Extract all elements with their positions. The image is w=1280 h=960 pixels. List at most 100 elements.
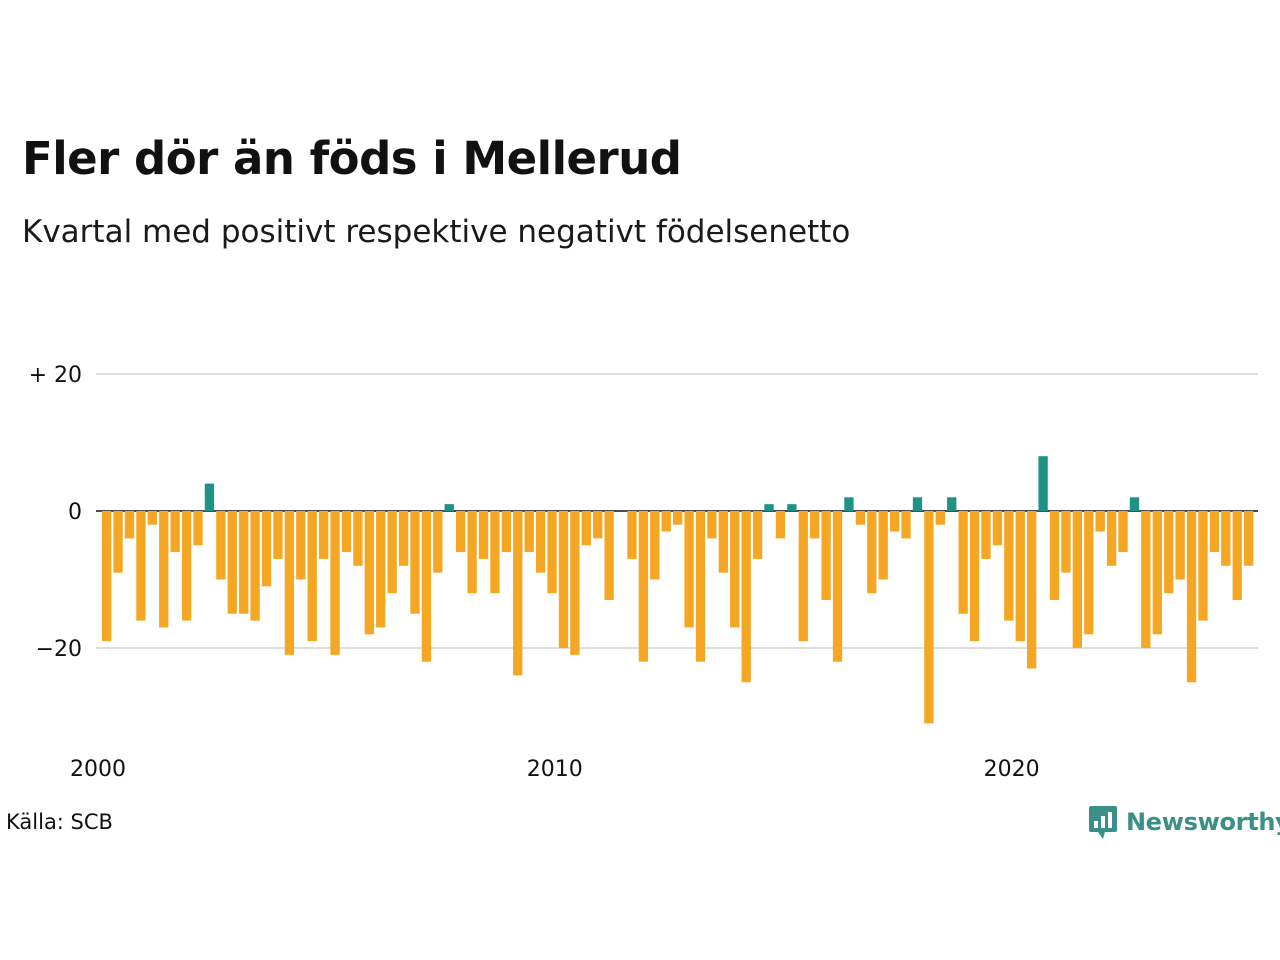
bar-positive	[1038, 456, 1048, 511]
y-tick-label: −20	[36, 637, 82, 662]
bar-negative	[958, 511, 968, 614]
bar-negative	[832, 511, 843, 662]
bar-negative	[147, 511, 157, 525]
bar-negative	[1027, 511, 1037, 669]
bar-negative	[924, 511, 934, 724]
bar-negative	[501, 511, 511, 553]
bar-negative	[353, 511, 363, 566]
bar-negative	[1221, 511, 1231, 566]
x-tick-label: 2010	[527, 757, 583, 782]
bar-positive	[912, 497, 923, 511]
bar-negative	[1106, 511, 1117, 566]
bar-negative	[889, 511, 900, 532]
bar-negative	[1061, 511, 1071, 573]
axis-labels: + 20 0 −20 2000 2010 2020	[29, 363, 1040, 782]
bar-negative	[193, 511, 203, 546]
bar-negative	[901, 511, 911, 539]
x-tick-label: 2000	[70, 757, 126, 782]
bar-negative	[1072, 511, 1082, 648]
bar-negative	[216, 511, 226, 580]
bar-negative	[467, 511, 477, 594]
bar-negative	[524, 511, 534, 553]
bar-negative	[867, 511, 877, 594]
bar-negative	[695, 511, 706, 662]
bar-negative	[627, 511, 637, 559]
bar-negative	[650, 511, 660, 580]
bar-negative	[741, 511, 751, 683]
y-tick-label: 0	[68, 500, 82, 525]
bar-negative	[535, 511, 546, 573]
bar-negative	[478, 511, 489, 559]
bar-negative	[707, 511, 717, 539]
bar-negative	[1164, 511, 1174, 594]
bar-negative	[398, 511, 409, 566]
bar-negative	[261, 511, 272, 587]
bar-negative	[250, 511, 260, 621]
chart-subtitle: Kvartal med positivt respektive negativt…	[22, 214, 851, 250]
bar-negative	[421, 511, 432, 662]
bar-negative	[821, 511, 831, 601]
bar-positive	[764, 504, 774, 511]
bar-negative	[341, 511, 352, 553]
bar-negative	[810, 511, 820, 539]
bar-negative	[1152, 511, 1162, 635]
bar-negative	[775, 511, 786, 539]
bar-negative	[1232, 511, 1242, 601]
bar-positive	[444, 504, 454, 511]
bar-negative	[170, 511, 180, 553]
bar-chart: + 20 0 −20 2000 2010 2020	[29, 363, 1258, 782]
bar-negative	[364, 511, 374, 635]
bar-negative	[1004, 511, 1014, 621]
bar-negative	[490, 511, 500, 594]
bar-negative	[798, 511, 808, 642]
bar-negative	[296, 511, 306, 580]
bar-negative	[307, 511, 317, 642]
bar-negative	[284, 511, 295, 655]
bar-negative	[570, 511, 580, 655]
chart-title: Fler dör än föds i Mellerud	[22, 132, 682, 185]
bar-negative	[376, 511, 386, 628]
bar-negative	[1015, 511, 1025, 642]
x-tick-label: 2020	[984, 757, 1040, 782]
bar-negative	[992, 511, 1003, 546]
bar-negative	[752, 511, 763, 559]
bar-negative	[513, 511, 523, 676]
source-note: Källa: SCB	[6, 810, 113, 834]
bar-negative	[136, 511, 146, 621]
bar-negative	[855, 511, 866, 525]
bar-negative	[935, 511, 945, 525]
bar-negative	[159, 511, 169, 628]
bar-negative	[558, 511, 569, 648]
bar-negative	[661, 511, 671, 532]
bar-positive	[1129, 497, 1140, 511]
bar-negative	[1118, 511, 1128, 553]
brand-name: Newsworthy	[1126, 808, 1280, 836]
bar-negative	[330, 511, 340, 655]
bar-negative	[239, 511, 249, 614]
bar-negative	[593, 511, 603, 539]
bar-negative	[1175, 511, 1185, 580]
bar-negative	[227, 511, 237, 614]
bar-negative	[1141, 511, 1151, 648]
bar-negative	[1244, 511, 1254, 566]
bar-negative	[318, 511, 329, 559]
bar-positive	[844, 497, 854, 511]
bar-negative	[433, 511, 443, 573]
bar-positive	[204, 483, 215, 511]
bar-negative	[878, 511, 888, 580]
bar-negative	[604, 511, 614, 601]
bar-negative	[1186, 511, 1197, 683]
bar-negative	[673, 511, 683, 525]
bar-negative	[410, 511, 420, 614]
newsworthy-logo-icon	[1089, 806, 1117, 839]
bar-negative	[1198, 511, 1208, 621]
bar-negative	[102, 511, 112, 642]
bar-negative	[981, 511, 991, 559]
bar-positive	[787, 504, 797, 511]
bar-positive	[947, 497, 957, 511]
bar-negative	[730, 511, 740, 628]
bar-negative	[124, 511, 135, 539]
bar-negative	[684, 511, 694, 628]
bar-negative	[456, 511, 466, 553]
bar-negative	[387, 511, 397, 594]
